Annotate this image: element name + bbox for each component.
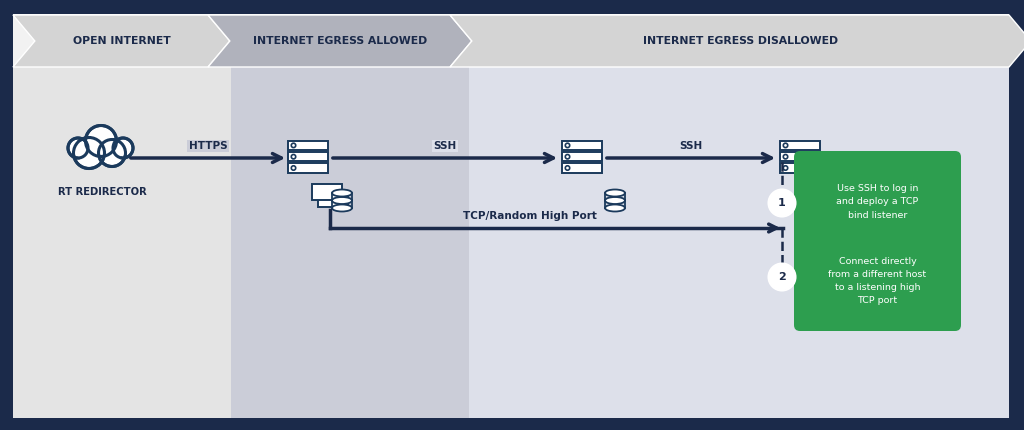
FancyBboxPatch shape <box>231 67 469 418</box>
Text: SSH: SSH <box>679 141 702 151</box>
Ellipse shape <box>823 190 843 197</box>
Circle shape <box>74 138 104 169</box>
Text: 2: 2 <box>778 272 785 282</box>
FancyBboxPatch shape <box>288 152 328 161</box>
Polygon shape <box>13 15 229 67</box>
Circle shape <box>90 130 113 152</box>
Circle shape <box>768 190 796 216</box>
Circle shape <box>85 126 117 157</box>
Ellipse shape <box>332 197 352 204</box>
FancyBboxPatch shape <box>562 163 602 173</box>
Ellipse shape <box>332 190 352 197</box>
Circle shape <box>78 142 100 164</box>
Text: TCP/Random High Port: TCP/Random High Port <box>463 211 597 221</box>
FancyBboxPatch shape <box>794 151 961 253</box>
FancyBboxPatch shape <box>780 163 820 173</box>
FancyBboxPatch shape <box>469 67 1009 418</box>
Circle shape <box>102 143 122 163</box>
Circle shape <box>116 141 130 155</box>
Circle shape <box>113 138 133 158</box>
Circle shape <box>768 264 796 291</box>
Ellipse shape <box>605 197 625 204</box>
Ellipse shape <box>823 205 843 212</box>
FancyBboxPatch shape <box>780 152 820 161</box>
Text: OPEN INTERNET: OPEN INTERNET <box>73 36 170 46</box>
Text: Use SSH to log in
and deploy a TCP
bind listener: Use SSH to log in and deploy a TCP bind … <box>837 184 919 220</box>
FancyBboxPatch shape <box>288 163 328 173</box>
Text: INTERNET EGRESS DISALLOWED: INTERNET EGRESS DISALLOWED <box>643 36 838 46</box>
Polygon shape <box>208 15 472 67</box>
FancyBboxPatch shape <box>288 141 328 150</box>
Ellipse shape <box>823 197 843 204</box>
Text: RT REDIRECTOR: RT REDIRECTOR <box>57 187 146 197</box>
Ellipse shape <box>605 205 625 212</box>
Circle shape <box>68 138 88 158</box>
FancyBboxPatch shape <box>318 190 348 206</box>
FancyBboxPatch shape <box>562 141 602 150</box>
Text: Connect directly
from a different host
to a listening high
TCP port: Connect directly from a different host t… <box>828 257 927 305</box>
FancyBboxPatch shape <box>13 67 231 418</box>
Circle shape <box>71 141 85 155</box>
FancyBboxPatch shape <box>794 231 961 331</box>
Polygon shape <box>450 15 1024 67</box>
Ellipse shape <box>605 190 625 197</box>
FancyBboxPatch shape <box>562 152 602 161</box>
Circle shape <box>98 139 126 166</box>
Text: 1: 1 <box>778 198 785 208</box>
Text: INTERNET EGRESS ALLOWED: INTERNET EGRESS ALLOWED <box>253 36 427 46</box>
Text: SSH: SSH <box>433 141 457 151</box>
FancyBboxPatch shape <box>13 14 1009 418</box>
FancyBboxPatch shape <box>780 141 820 150</box>
Text: HTTPS: HTTPS <box>188 141 227 151</box>
FancyBboxPatch shape <box>312 184 342 200</box>
Ellipse shape <box>332 205 352 212</box>
